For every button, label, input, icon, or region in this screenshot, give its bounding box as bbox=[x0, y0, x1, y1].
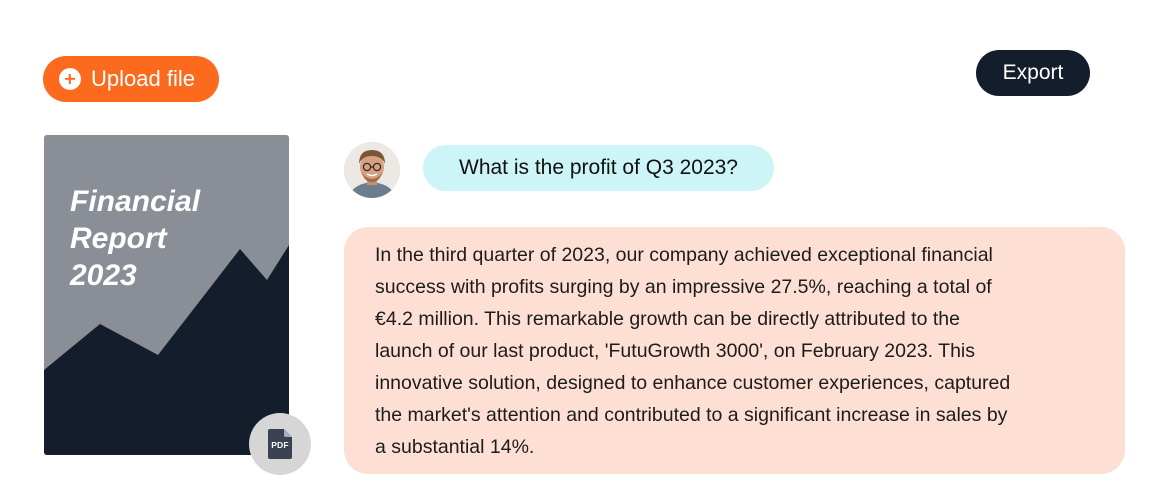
document-title-line: Report bbox=[70, 222, 167, 255]
assistant-answer-bubble: In the third quarter of 2023, our compan… bbox=[344, 227, 1125, 474]
document-title-line: Financial bbox=[70, 185, 201, 218]
document-thumbnail[interactable]: Financial Report 2023 bbox=[44, 135, 289, 455]
answer-line: €4.2 million. This remarkable growth can… bbox=[375, 308, 960, 330]
answer-line: a substantial 14%. bbox=[375, 436, 535, 458]
user-avatar bbox=[344, 142, 400, 198]
user-question-bubble: What is the profit of Q3 2023? bbox=[423, 145, 774, 191]
pdf-file-badge[interactable]: PDF bbox=[249, 413, 311, 475]
user-question-text: What is the profit of Q3 2023? bbox=[459, 156, 738, 179]
export-button[interactable]: Export bbox=[976, 50, 1090, 96]
plus-circle-icon bbox=[59, 68, 81, 90]
pdf-label: PDF bbox=[271, 440, 289, 450]
growth-chart-graphic bbox=[44, 135, 289, 455]
answer-line: the market's attention and contributed t… bbox=[375, 404, 1008, 426]
answer-line: success with profits surging by an impre… bbox=[375, 276, 992, 298]
answer-line: launch of our last product, 'FutuGrowth … bbox=[375, 340, 976, 362]
upload-file-label: Upload file bbox=[91, 66, 195, 91]
upload-file-button[interactable]: Upload file bbox=[43, 56, 219, 102]
pdf-file-icon: PDF bbox=[268, 429, 292, 459]
document-title-line: 2023 bbox=[70, 259, 137, 292]
export-label: Export bbox=[1002, 61, 1064, 84]
document-title: Financial Report 2023 bbox=[70, 183, 270, 294]
answer-line: In the third quarter of 2023, our compan… bbox=[375, 244, 993, 266]
answer-line: innovative solution, designed to enhance… bbox=[375, 372, 1011, 394]
